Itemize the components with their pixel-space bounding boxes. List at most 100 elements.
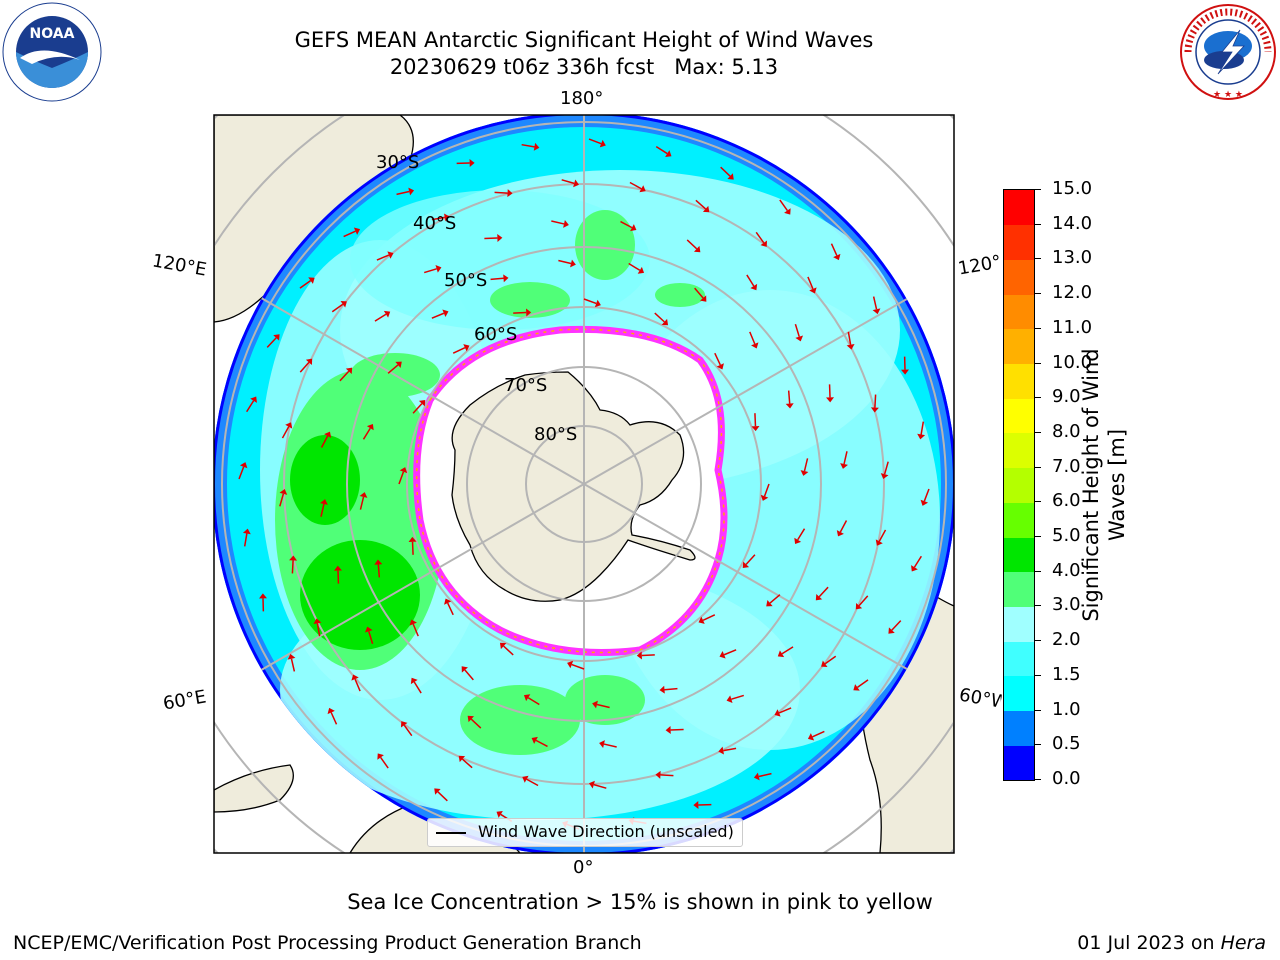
wave-arrow-head	[853, 684, 860, 691]
wave-arrow-head	[279, 488, 288, 495]
colorbar-segment	[1004, 432, 1034, 469]
colorbar-tick-mark	[1034, 674, 1041, 676]
colorbar-tick-mark	[1034, 397, 1041, 399]
wave-arrow-head	[880, 473, 889, 480]
wave-arrow-head	[377, 753, 384, 760]
wave-arrow-shaft	[320, 435, 329, 448]
colorbar-segment	[1004, 328, 1034, 365]
wave-arrow-head	[636, 651, 642, 660]
wave-arrow-head	[599, 139, 606, 148]
wave-arrow-shaft	[374, 313, 387, 322]
wave-arrow-shaft	[238, 466, 245, 480]
colorbar-segment	[1004, 224, 1034, 260]
wave-arrow-head	[383, 310, 391, 318]
wave-arrow-head	[753, 772, 760, 781]
wave-arrow-head	[567, 660, 574, 669]
wave-arrow-shaft	[413, 681, 422, 694]
wave-arrow-shaft	[521, 143, 535, 148]
wave-arrow-shaft	[878, 529, 887, 542]
wave-arrow-shaft	[266, 337, 277, 348]
colorbar-segment	[1004, 641, 1034, 677]
wave-arrow-head	[875, 539, 883, 546]
wave-arrow-shaft	[920, 421, 925, 435]
wave-arrow-head	[750, 283, 758, 291]
wave-arrow-shaft	[290, 658, 296, 672]
wave-arrow-head	[526, 308, 532, 317]
wave-arrow-head	[503, 274, 509, 283]
legend-label: Wind Wave Direction (unscaled)	[478, 822, 734, 841]
wave-arrow-head	[795, 335, 804, 342]
wave-arrow-head	[700, 295, 707, 302]
wave-arrow-shaft	[923, 488, 930, 502]
wave-arrow-shaft	[883, 461, 889, 475]
wave-arrow-shaft	[664, 687, 678, 691]
wave-arrow-head	[661, 318, 669, 326]
wave-arrow-head	[313, 618, 322, 624]
wave-arrow-shaft	[412, 623, 419, 637]
wave-arrow-head	[821, 660, 828, 668]
wave-arrow-shaft	[781, 646, 794, 655]
wave-arrow-head	[273, 334, 280, 341]
wave-arrow-head	[345, 367, 353, 375]
wave-arrow-shaft	[316, 623, 321, 637]
wave-arrow-shaft	[447, 602, 454, 616]
wave-arrow-head	[665, 150, 672, 157]
wave-arrow-shaft	[535, 739, 548, 748]
colorbar-tick-label: 6.0	[1052, 490, 1081, 512]
wave-arrow-shaft	[769, 594, 781, 604]
colorbar-segment	[1004, 294, 1034, 330]
wave-arrow-shaft	[754, 413, 757, 427]
wave-direction-arrows	[238, 138, 930, 830]
host-name: Hera	[1220, 932, 1266, 954]
wave-arrow-head	[599, 740, 605, 748]
legend-line-icon	[436, 832, 466, 834]
wave-arrow-shaft	[396, 190, 410, 196]
wave-arrow-head	[387, 251, 394, 259]
colorbar-tick-label: 3.0	[1052, 594, 1081, 616]
colorbar-label-line1: Significant Height of Wind	[1079, 348, 1103, 622]
date-footer: 01 Jul 2023 on Hera	[1077, 932, 1266, 954]
wave-arrow-shaft	[731, 694, 745, 700]
wave-arrow-shaft	[368, 631, 374, 645]
wave-arrow-shaft	[527, 697, 540, 706]
wave-arrow-head	[774, 709, 781, 717]
wave-arrow-head	[655, 770, 661, 779]
colorbar-segment	[1004, 363, 1034, 399]
wave-arrow-head	[469, 159, 475, 168]
wave-arrow-head	[794, 537, 802, 545]
wave-arrow-head	[340, 300, 347, 308]
wave-arrow-shaft	[377, 564, 381, 578]
wave-arrow-head	[911, 565, 918, 572]
wave-arrow-head	[777, 650, 785, 658]
colorbar-segment	[1004, 190, 1034, 226]
wave-arrow-head	[716, 363, 724, 370]
colorbar-tick-label: 8.0	[1052, 420, 1081, 442]
wave-arrow-shaft	[874, 394, 877, 408]
wave-arrow-shaft	[755, 231, 765, 244]
wave-arrow-shaft	[359, 496, 365, 510]
wave-arrow-head	[809, 287, 817, 294]
colorbar-tick-mark	[1034, 362, 1041, 364]
colorbar-tick-label: 13.0	[1052, 247, 1093, 269]
wave-arrow-head	[563, 220, 569, 228]
wave-arrow-shaft	[431, 216, 445, 221]
wave-arrow-shaft	[745, 554, 756, 565]
colorbar-segment	[1004, 259, 1034, 295]
wave-arrow-head	[408, 187, 415, 196]
wave-arrow-shaft	[714, 352, 721, 366]
wave-arrow-head	[855, 602, 863, 610]
wave-arrow-head	[496, 811, 503, 818]
wave-arrow-head	[870, 407, 879, 413]
wave-arrow-shaft	[628, 262, 641, 271]
colorbar-tick-mark	[1034, 536, 1041, 538]
wave-arrow-shaft	[362, 427, 371, 440]
wave-arrow-head	[242, 528, 251, 535]
wave-arrow-head	[285, 422, 293, 429]
colorbar-segment	[1004, 571, 1034, 607]
wave-arrow-shaft	[660, 774, 674, 777]
wave-arrow-shaft	[847, 331, 852, 345]
graticule	[221, 115, 947, 853]
wave-arrow-shaft	[778, 707, 792, 714]
chart-subtitle: 20230629 t06z 336h fcst Max: 5.13	[389, 55, 779, 79]
wave-arrow-shaft	[655, 146, 668, 155]
